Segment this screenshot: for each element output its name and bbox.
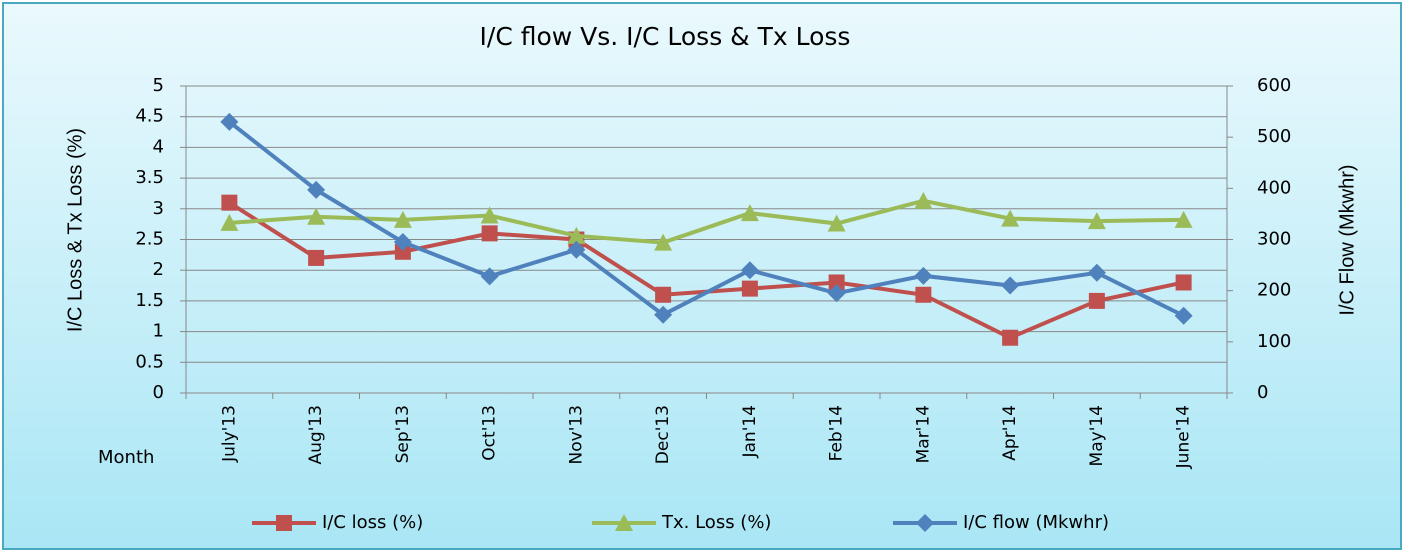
x-tick-label: May'14 (1087, 405, 1107, 466)
marker (567, 240, 586, 259)
marker (828, 274, 845, 291)
legend-label: I/C flow (Mkwhr) (963, 512, 1109, 533)
x-tick-label: June'14 (1174, 405, 1194, 469)
y2-tick-label: 400 (1257, 177, 1291, 198)
y-tick-label: 1 (153, 321, 164, 342)
y-tick-label: 0.5 (135, 351, 164, 372)
y-axis-title: I/C Loss & Tx Loss (%) (64, 128, 86, 332)
x-tick-label: Feb'14 (827, 405, 847, 461)
y2-tick-label: 500 (1257, 126, 1291, 147)
x-tick-label: July'13 (219, 405, 239, 463)
x-tick-label: Jan'14 (740, 405, 760, 459)
y2-tick-label: 100 (1257, 331, 1291, 352)
y-tick-label: 2.5 (135, 229, 164, 250)
marker (393, 210, 412, 228)
marker (481, 225, 498, 242)
x-tick-label: Apr'14 (1000, 405, 1020, 461)
marker (307, 207, 326, 225)
marker (480, 267, 499, 286)
marker (567, 226, 586, 244)
marker (827, 214, 846, 232)
y-tick-label: 4 (153, 136, 164, 157)
marker (480, 206, 499, 224)
marker (1174, 306, 1193, 325)
marker (1001, 209, 1020, 227)
marker (1174, 210, 1193, 228)
marker (308, 249, 325, 266)
marker (1175, 274, 1192, 291)
x-axis-title: Month (98, 447, 154, 468)
y-tick-label: 4.5 (135, 106, 164, 127)
marker (615, 514, 633, 531)
marker (221, 194, 238, 211)
series-line (229, 198, 1184, 245)
y2-tick-label: 200 (1257, 280, 1291, 301)
marker (741, 280, 758, 297)
y2-tick-label: 600 (1257, 75, 1291, 96)
legend-label: Tx. Loss (%) (661, 512, 771, 533)
marker (827, 284, 846, 303)
y2-axis-title: I/C Flow (Mkwhr) (1336, 164, 1358, 315)
y-tick-label: 2 (153, 259, 164, 280)
series-line (228, 120, 1185, 318)
marker (740, 204, 759, 222)
y-tick-label: 1.5 (135, 290, 164, 311)
marker (915, 286, 932, 303)
x-tick-label: Sep'13 (393, 405, 413, 463)
y2-tick-label: 0 (1257, 382, 1268, 403)
marker (307, 180, 326, 199)
marker (654, 233, 673, 251)
y2-tick-label: 300 (1257, 229, 1291, 250)
marker (1002, 329, 1019, 346)
marker (1087, 263, 1106, 282)
y-tick-label: 0 (153, 382, 164, 403)
legend-label: I/C loss (%) (322, 512, 423, 533)
marker (1088, 292, 1105, 309)
marker (914, 191, 933, 209)
marker (393, 233, 412, 252)
y-tick-label: 3 (153, 198, 164, 219)
x-tick-label: Nov'13 (566, 405, 586, 464)
x-tick-label: Oct'13 (480, 405, 500, 461)
marker (654, 305, 673, 324)
y-tick-label: 5 (153, 75, 164, 96)
marker (276, 515, 292, 531)
marker (220, 112, 239, 131)
y-tick-label: 3.5 (135, 167, 164, 188)
marker (655, 286, 672, 303)
marker (394, 243, 411, 260)
x-tick-label: Mar'14 (913, 405, 933, 463)
marker (220, 213, 239, 231)
marker (740, 261, 759, 280)
marker (1001, 276, 1020, 295)
x-tick-label: Aug'13 (306, 405, 326, 465)
chart-title: I/C flow Vs. I/C Loss & Tx Loss (480, 22, 851, 51)
x-tick-label: Dec'13 (653, 405, 673, 464)
marker (1087, 212, 1106, 230)
marker (916, 514, 934, 532)
marker (914, 266, 933, 285)
